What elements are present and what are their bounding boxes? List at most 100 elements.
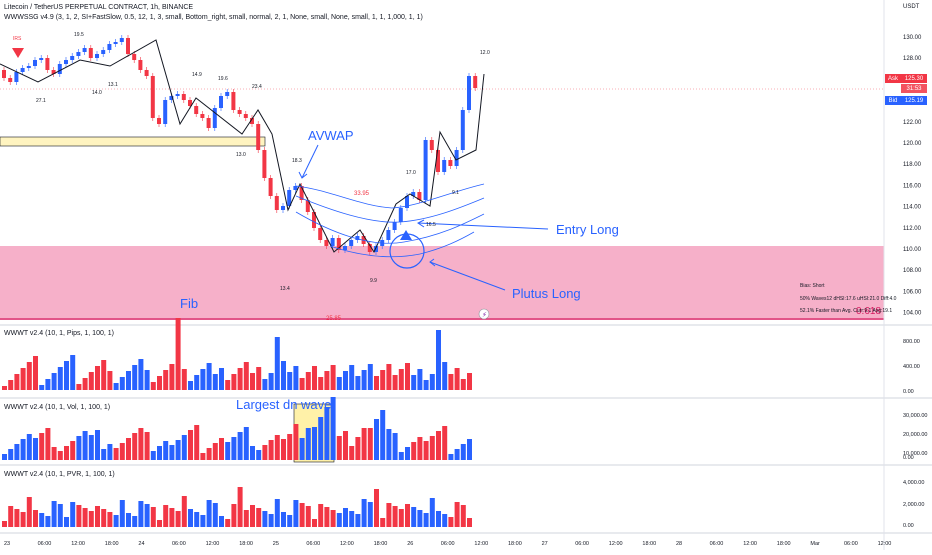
time-tick-label: 18:00 <box>105 541 119 547</box>
time-tick-label: 06:00 <box>441 541 455 547</box>
histogram-bar <box>467 439 472 460</box>
plutus-arrow <box>429 261 506 291</box>
histogram-bar <box>380 410 386 460</box>
histogram-bar <box>330 365 336 390</box>
panel-pips-label[interactable]: WWWT v2.4 (10, 1, Pips, 1, 100, 1) <box>4 330 114 337</box>
candle-body <box>324 240 329 246</box>
wave-label: 14.0 <box>92 90 102 96</box>
candle-body <box>330 238 335 246</box>
plutus-long-label: Plutus Long <box>512 286 581 301</box>
candle-body <box>374 246 378 252</box>
histogram-bar <box>70 502 76 527</box>
histogram-bar <box>82 378 88 390</box>
avwap-mid <box>295 195 485 223</box>
time-tick-label: 28 <box>676 541 682 547</box>
histogram-bar <box>380 370 386 390</box>
histogram-bar <box>144 504 150 527</box>
histogram-bar <box>361 499 367 527</box>
histogram-bar <box>157 446 162 460</box>
lightning-icon[interactable]: ⚡ <box>482 311 487 319</box>
time-tick-label: 18:00 <box>642 541 656 547</box>
panel-pvr-label[interactable]: WWWT v2.4 (10, 1, PVR, 1, 100, 1) <box>4 471 115 478</box>
histogram-bar <box>367 364 373 390</box>
time-tick-label: 12:00 <box>878 541 892 547</box>
histogram-bar <box>250 373 255 390</box>
candle-body <box>423 140 428 200</box>
histogram-bar <box>386 429 392 460</box>
time-tick-label: Mar <box>810 541 820 547</box>
histogram-bar <box>169 364 175 390</box>
histogram-bar <box>157 376 162 390</box>
histogram-bar <box>262 445 268 460</box>
histogram-bar <box>88 372 94 390</box>
time-tick-label: 18:00 <box>777 541 791 547</box>
price-tick-label: 120.00 <box>903 141 922 147</box>
wave-label: 9.1 <box>452 190 459 196</box>
time-tick-label: 12:00 <box>71 541 85 547</box>
histogram-bar <box>442 514 448 527</box>
zigzag-line <box>0 39 485 254</box>
histogram-bar <box>460 379 466 390</box>
candle-body <box>194 106 199 114</box>
wave-label: 23.4 <box>252 84 262 90</box>
histogram-bar <box>57 504 63 527</box>
histogram-bar <box>405 447 410 460</box>
indicator-legend[interactable]: WWWSSG v4.9 (3, 1, 2, SI+FastSlow, 0.5, … <box>4 14 423 21</box>
histogram-bar <box>225 442 231 460</box>
histogram-bar <box>200 515 206 527</box>
info-waves: 50% Waves12 dHSI:17.6 uHSI:21.0 Diff:4.0 <box>800 296 897 302</box>
histogram-bar <box>144 432 150 460</box>
histogram-bar <box>454 502 460 527</box>
candle-body <box>231 92 236 110</box>
wave-label: 14.9 <box>192 72 202 78</box>
candle-body <box>454 150 459 166</box>
histogram-bar <box>318 417 324 460</box>
histogram-bar <box>423 441 429 460</box>
candle-body <box>70 56 75 60</box>
histogram-bar <box>281 361 286 390</box>
histogram-bar <box>281 439 286 460</box>
candle-body <box>95 54 99 58</box>
histogram-bar <box>231 374 237 390</box>
vol-bars <box>2 397 472 460</box>
candle-body <box>82 48 87 52</box>
histogram-bar <box>231 504 237 527</box>
histogram-bar <box>113 515 119 527</box>
candle-body <box>250 118 254 124</box>
candle-body <box>76 52 81 56</box>
candle-body <box>219 96 223 108</box>
histogram-bar <box>126 371 131 390</box>
alert-circle[interactable] <box>478 308 490 320</box>
histogram-bar <box>181 496 187 527</box>
histogram-bar <box>175 440 181 460</box>
countdown: 31:53 <box>901 84 927 93</box>
buy-triangle-icon <box>400 230 412 240</box>
candle-body <box>448 160 453 166</box>
histogram-bar <box>237 432 243 460</box>
histogram-bar <box>448 374 454 390</box>
histogram-bar <box>26 497 32 527</box>
pvr-bars <box>2 487 472 527</box>
histogram-bar <box>336 513 342 527</box>
histogram-bar <box>305 428 311 460</box>
panel-axis-label: 10,000.00 <box>903 451 927 457</box>
candle-body <box>429 140 434 150</box>
histogram-bar <box>343 371 348 390</box>
histogram-bar <box>33 510 38 527</box>
histogram-bar <box>299 378 305 390</box>
histogram-bar <box>181 435 187 460</box>
wave-label: 19.5 <box>74 32 84 38</box>
candle-body <box>281 206 285 210</box>
panel-vol-label[interactable]: WWWT v2.4 (10, 1, Vol, 1, 100, 1) <box>4 404 111 411</box>
currency-label[interactable]: USDT <box>903 4 920 10</box>
candle-body <box>268 178 273 196</box>
plutus-arrow-head <box>429 258 436 267</box>
time-tick-label: 12:00 <box>743 541 757 547</box>
symbol-title[interactable]: Litecoin / TetherUS PERPETUAL CONTRACT, … <box>4 4 194 11</box>
histogram-bar <box>70 355 76 390</box>
histogram-bar <box>225 519 231 527</box>
histogram-bar <box>436 431 441 460</box>
histogram-bar <box>39 513 45 527</box>
